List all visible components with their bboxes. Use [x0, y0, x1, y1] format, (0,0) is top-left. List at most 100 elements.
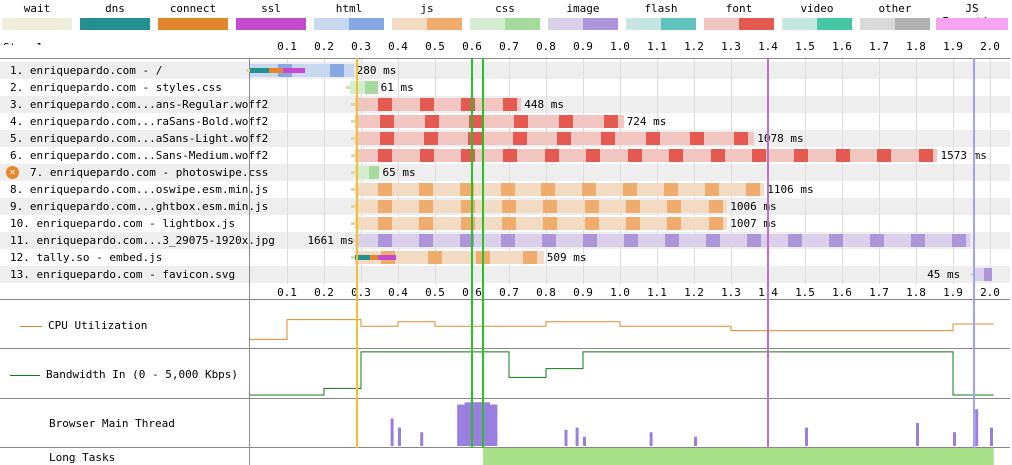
request-label[interactable]: 7. enriquepardo.com - photoswipe.css — [30, 166, 269, 179]
request-bar-chunk — [601, 132, 616, 145]
main-thread-activity — [805, 427, 808, 446]
request-duration: 45 ms — [927, 268, 961, 281]
request-bar-chunk — [512, 132, 527, 145]
legend-html-swatch-light — [314, 18, 349, 30]
legend-font-swatch-dark — [739, 18, 774, 30]
request-bar-chunk — [951, 234, 966, 247]
request-bar-js — [355, 251, 544, 264]
legend-flash-swatch — [626, 18, 696, 30]
request-bar-js — [355, 183, 765, 196]
tick-label: 0.4 — [388, 286, 408, 299]
connect-segment — [370, 255, 378, 260]
main-thread-panel-label: Browser Main Thread — [49, 417, 175, 430]
request-bar-chunk — [419, 149, 434, 162]
request-start-marker — [351, 103, 356, 106]
request-label[interactable]: 5. enriquepardo.com...aSans-Light.woff2 — [10, 132, 269, 145]
request-label[interactable]: 8. enriquepardo.com...oswipe.esm.min.js — [10, 183, 269, 196]
request-bar-chunk — [869, 234, 884, 247]
request-bar-font — [355, 98, 522, 111]
tick-label: 1.5 — [795, 40, 815, 53]
request-start-marker — [351, 239, 356, 242]
legend-ssl-label: ssl — [261, 2, 281, 15]
request-bar-chunk — [459, 183, 474, 196]
legend-dns-label: dns — [105, 2, 125, 15]
request-bar-chunk — [708, 200, 723, 213]
request-bar-chunk — [428, 251, 443, 264]
request-label[interactable]: 9. enriquepardo.com...ghtbox.esm.min.js — [10, 200, 269, 213]
grid-line — [435, 58, 436, 284]
lcp-line — [767, 58, 770, 448]
request-label[interactable]: 6. enriquepardo.com...Sans-Medium.woff2 — [10, 149, 269, 162]
row-background — [0, 164, 1010, 181]
request-bar-chunk — [828, 234, 843, 247]
request-bar-chunk — [500, 183, 515, 196]
tick-label: 1.1 — [647, 40, 667, 53]
request-bar-chunk — [626, 200, 641, 213]
request-bar-chunk — [469, 115, 484, 128]
legend-js-swatch — [392, 18, 462, 30]
request-bar-chunk — [418, 234, 433, 247]
request-label[interactable]: 4. enriquepardo.com...raSans-Bold.woff2 — [10, 115, 269, 128]
legend-ssl-swatch-dark — [271, 18, 306, 30]
legend-wait-swatch — [2, 18, 72, 30]
legend-js-label: js — [420, 2, 434, 15]
request-label[interactable]: 13. enriquepardo.com - favicon.svg — [10, 268, 236, 281]
tick-label: 0.8 — [536, 40, 556, 53]
request-bar-chunk — [582, 234, 597, 247]
main-thread-activity — [564, 429, 568, 446]
main-thread-activity — [649, 432, 653, 446]
tick-label: 0.3 — [351, 40, 371, 53]
tick-label: 0.5 — [425, 40, 445, 53]
request-label[interactable]: 2. enriquepardo.com - styles.css — [10, 81, 222, 94]
grid-line — [879, 58, 880, 284]
request-bar-chunk — [379, 132, 394, 145]
legend-html-swatch-dark — [349, 18, 384, 30]
legend-video-label: video — [800, 2, 834, 15]
request-duration: 1661 ms — [307, 234, 354, 247]
request-label[interactable]: 10. enriquepardo.com - lightbox.js — [10, 217, 236, 230]
main-thread-activity — [390, 418, 394, 446]
legend-video-swatch-dark — [817, 18, 852, 30]
legend-js-swatch-light — [392, 18, 427, 30]
legend-css-swatch-dark — [505, 18, 540, 30]
legend-font-label: font — [725, 2, 753, 15]
tick-label: 1.8 — [906, 286, 926, 299]
request-bar-chunk — [626, 217, 641, 230]
request-start-marker — [351, 188, 356, 191]
request-duration: 1006 ms — [730, 200, 777, 213]
tick-label: 2.0 — [980, 40, 1000, 53]
tick-label: 0.2 — [314, 40, 334, 53]
tick-label: 1.2 — [684, 286, 704, 299]
request-duration: 280 ms — [356, 64, 397, 77]
panel-border — [0, 447, 1010, 448]
legend-css-swatch — [470, 18, 540, 30]
request-bar-chunk — [664, 234, 679, 247]
tick-label: 0.3 — [351, 286, 371, 299]
tick-label: 1.5 — [795, 286, 815, 299]
dom-content-loaded-line — [470, 58, 473, 448]
panel-border — [0, 398, 1010, 399]
request-bar-chunk — [502, 217, 517, 230]
request-bar-chunk — [669, 149, 684, 162]
request-label[interactable]: 12. tally.so - embed.js — [10, 251, 163, 264]
legend-wait-swatch-light — [2, 18, 37, 30]
grid-line — [990, 58, 991, 284]
request-label[interactable]: 11. enriquepardo.com...3_29075-1920x.jpg — [10, 234, 275, 247]
request-bar-chunk — [541, 234, 556, 247]
panel-border — [0, 299, 1010, 300]
request-label[interactable]: 3. enriquepardo.com...ans-Regular.woff2 — [10, 98, 269, 111]
panel-border — [0, 348, 1010, 349]
cpu-panel-label: CPU Utilization — [20, 319, 147, 332]
tick-label: 0.7 — [499, 40, 519, 53]
request-label[interactable]: 1. enriquepardo.com - / — [10, 64, 163, 77]
request-bar-chunk — [835, 149, 850, 162]
main-thread-activity — [975, 409, 979, 446]
legend-video-swatch — [782, 18, 852, 30]
request-duration: 1007 ms — [730, 217, 777, 230]
tick-label: 1.9 — [943, 40, 963, 53]
tick-label: 1.3 — [721, 40, 741, 53]
tick-label: 1.4 — [758, 40, 778, 53]
request-bar-chunk — [365, 81, 378, 94]
legend-image-label: image — [566, 2, 600, 15]
